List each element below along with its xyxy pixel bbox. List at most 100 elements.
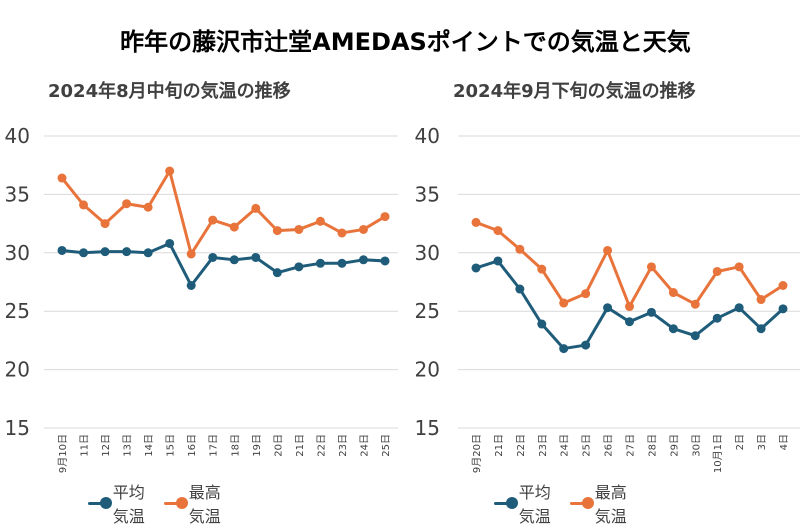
x-tick-label: 19日: [252, 434, 263, 457]
x-tick-label: 10月1日: [712, 434, 724, 473]
y-tick-label: 15: [5, 416, 30, 440]
data-point-avg: [100, 247, 110, 257]
chart-title: 2024年9月下旬の気温の推移: [453, 81, 696, 102]
data-point-max: [208, 215, 218, 225]
chart-title: 2024年8月中旬の気温の推移: [48, 81, 291, 102]
x-tick-label: 27日: [626, 434, 637, 457]
data-point-max: [251, 203, 261, 213]
data-point-max: [690, 299, 700, 309]
data-point-max: [122, 199, 132, 209]
data-point-avg: [229, 255, 239, 265]
legend-swatch-max: [570, 497, 595, 509]
data-point-avg: [251, 252, 261, 262]
data-point-avg: [57, 245, 67, 255]
x-tick-label: 9月10日: [57, 434, 69, 473]
y-tick-label: 40: [415, 124, 440, 148]
y-tick-label: 20: [415, 358, 440, 382]
data-point-max: [712, 266, 722, 276]
main-title: 昨年の藤沢市辻堂AMEDASポイントでの気温と天気: [120, 28, 691, 56]
data-point-max: [380, 212, 390, 222]
y-tick-label: 15: [415, 416, 440, 440]
x-tick-label: 15日: [166, 434, 177, 457]
data-point-max: [625, 302, 634, 312]
x-tick-label: 3日: [757, 434, 768, 450]
x-tick-label: 30日: [691, 434, 702, 457]
x-tick-label: 25日: [381, 434, 392, 457]
legend-item-avg: 平均気温: [494, 479, 552, 527]
data-point-avg: [690, 331, 700, 341]
y-tick-label: 30: [5, 241, 30, 265]
data-point-avg: [272, 268, 282, 278]
x-tick-label: 18日: [230, 434, 241, 457]
data-point-max: [315, 216, 325, 226]
legend-item-avg: 平均気温: [88, 479, 146, 527]
data-point-max: [100, 219, 110, 229]
legend-swatch-avg: [494, 497, 518, 509]
data-point-max: [646, 262, 656, 272]
x-tick-label: 22日: [516, 434, 527, 457]
y-tick-label: 35: [415, 182, 440, 206]
legend-label-max: 最高気温: [188, 483, 221, 526]
data-point-max: [559, 298, 569, 308]
x-tick-label: 17日: [209, 434, 220, 457]
x-tick-label: 16日: [187, 434, 198, 457]
legend-label-max: 最高気温: [594, 483, 627, 526]
data-point-max: [143, 202, 153, 212]
x-tick-label: 4日: [779, 434, 790, 450]
data-point-avg: [581, 340, 591, 350]
y-tick-label: 40: [5, 124, 30, 148]
data-point-max: [756, 295, 766, 305]
data-point-max: [778, 281, 788, 291]
y-tick-label: 20: [5, 358, 30, 382]
data-point-avg: [358, 255, 368, 265]
data-point-max: [515, 244, 525, 254]
data-point-max: [493, 226, 503, 236]
data-point-max: [294, 224, 304, 234]
data-point-max: [603, 245, 613, 255]
data-point-avg: [734, 303, 744, 313]
y-tick-label: 30: [415, 241, 440, 265]
x-tick-label: 26日: [604, 434, 615, 457]
x-tick-label: 13日: [123, 434, 134, 457]
data-point-avg: [186, 281, 196, 291]
data-point-max: [581, 289, 591, 299]
x-tick-label: 20日: [273, 434, 284, 457]
legend-label-avg: 平均気温: [112, 483, 145, 526]
x-tick-label: 24日: [560, 434, 571, 457]
data-point-avg: [603, 303, 613, 313]
data-point-max: [358, 224, 368, 234]
data-point-avg: [122, 247, 132, 257]
series-line-max: [60, 169, 387, 256]
legend: 平均気温 最高気温: [494, 483, 628, 526]
legend-swatch-max: [164, 497, 189, 509]
x-tick-label: 12日: [101, 434, 112, 457]
data-point-avg: [668, 324, 678, 334]
x-tick-label: 29日: [669, 434, 680, 457]
data-point-avg: [778, 304, 788, 314]
x-tick-label: 23日: [338, 434, 349, 457]
x-tick-label: 21日: [295, 434, 306, 457]
x-tick-label: 11日: [80, 434, 91, 457]
data-point-max: [229, 222, 239, 232]
data-point-avg: [756, 324, 766, 334]
data-point-max: [186, 249, 196, 259]
data-point-max: [337, 228, 347, 238]
data-point-avg: [625, 317, 634, 327]
data-point-avg: [493, 256, 503, 266]
data-point-avg: [165, 238, 175, 248]
data-point-avg: [515, 284, 525, 294]
x-tick-label: 21日: [494, 434, 505, 457]
y-tick-label: 25: [5, 299, 30, 323]
x-tick-label: 25日: [582, 434, 593, 457]
data-point-max: [79, 200, 89, 210]
y-tick-label: 35: [5, 182, 30, 206]
data-point-max: [272, 226, 282, 236]
x-tick-label: 14日: [144, 434, 155, 457]
data-point-avg: [559, 344, 569, 354]
legend-label-avg: 平均気温: [518, 483, 551, 526]
data-point-avg: [537, 319, 547, 329]
legend-item-max: 最高気温: [570, 479, 628, 527]
data-point-avg: [380, 256, 390, 266]
data-point-max: [734, 262, 744, 272]
